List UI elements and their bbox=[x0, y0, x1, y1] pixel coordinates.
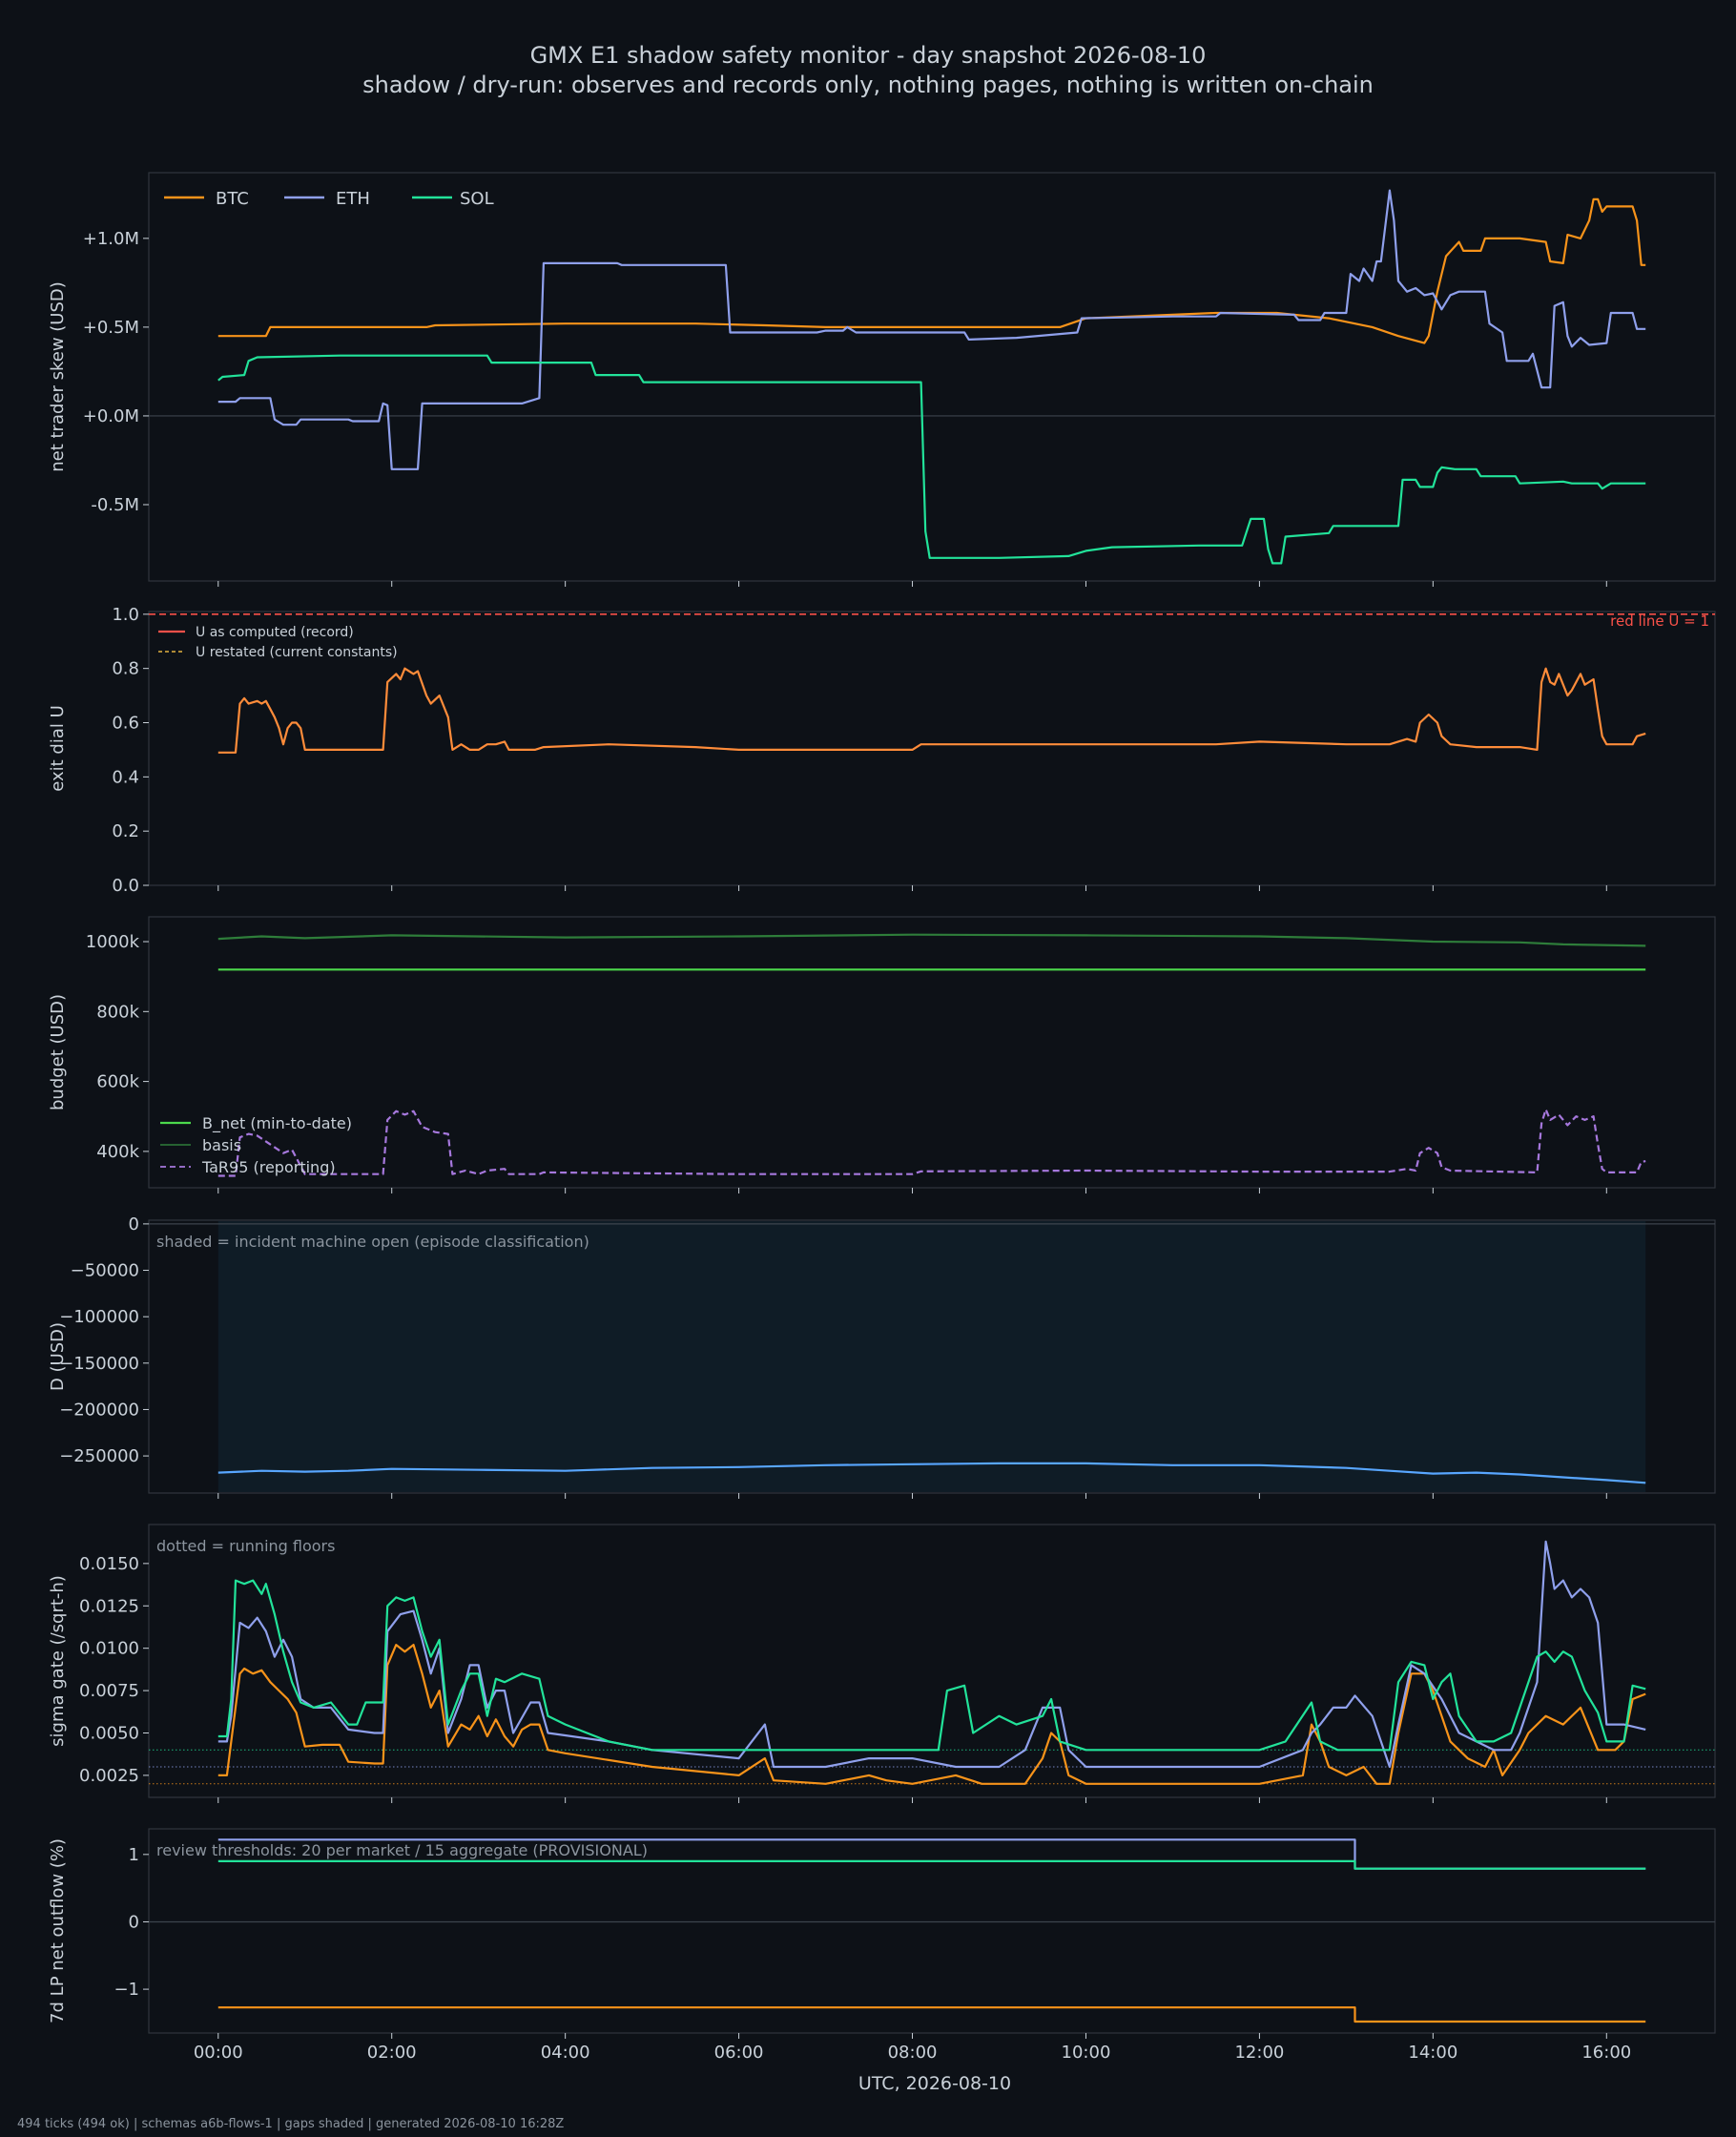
figure-subtitle: shadow / dry-run: observes and records o… bbox=[362, 72, 1374, 98]
y-tick-label: 0.8 bbox=[112, 659, 139, 679]
panel-drawdown: 0 −50000 −100000 −150000 −200000 −250000 D (US… bbox=[48, 1214, 1716, 1499]
y-tick-label: +0.0M bbox=[83, 406, 139, 426]
y-tick-label: 0 bbox=[129, 1912, 139, 1932]
y-axis-label: exit dial U bbox=[48, 705, 68, 792]
legend-label: B_net (min-to-date) bbox=[202, 1114, 352, 1133]
y-tick-label: +1.0M bbox=[83, 229, 139, 249]
legend-label: TaR95 (reporting) bbox=[201, 1158, 336, 1176]
y-tick-label: 0.0025 bbox=[79, 1766, 139, 1786]
y-tick-label: 400k bbox=[96, 1142, 139, 1162]
series-line-eth bbox=[217, 1540, 1646, 1769]
incident-shade bbox=[217, 1221, 1646, 1492]
legend: U as computed (record) U restated (curren… bbox=[158, 625, 398, 660]
y-axis-label: budget (USD) bbox=[48, 994, 68, 1110]
x-tick-label: 14:00 bbox=[1408, 2043, 1457, 2063]
y-tick-label: 0 bbox=[129, 1214, 139, 1234]
x-tick-label: 02:00 bbox=[367, 2043, 417, 2063]
y-tick-label: −100000 bbox=[59, 1307, 139, 1327]
x-tick-label: 00:00 bbox=[194, 2043, 243, 2063]
panel-exit_dial: red line U = 1 0.0 0.2 0.4 0.6 0.8 1.0 exit dia… bbox=[48, 605, 1716, 896]
y-tick-label: 800k bbox=[96, 1002, 139, 1022]
legend-label: BTC bbox=[216, 189, 249, 209]
footer-status: 494 ticks (494 ok) | schemas a6b-flows-1… bbox=[17, 2117, 564, 2131]
y-tick-label: 0.0075 bbox=[79, 1681, 139, 1701]
series-line-sol bbox=[217, 1579, 1646, 1752]
y-tick-label: 0.0100 bbox=[79, 1639, 139, 1659]
y-tick-label: 0.0150 bbox=[79, 1554, 139, 1574]
panel-lp_outflow: −1 0 1 00:00 02:00 04:00 06:00 08:00 10:00 12:00 1… bbox=[48, 1828, 1716, 2063]
series-line-u bbox=[217, 667, 1646, 754]
figure-title: GMX E1 shadow safety monitor - day snaps… bbox=[530, 42, 1207, 69]
y-tick-label: 0.0050 bbox=[79, 1723, 139, 1743]
panel-frame bbox=[148, 1524, 1716, 1798]
series-line-sol bbox=[217, 1859, 1646, 1870]
y-tick-label: −1 bbox=[114, 1980, 139, 2000]
panels: -0.5M +0.0M +0.5M +1.0M net trader skew (USD… bbox=[48, 172, 1716, 2063]
y-tick-label: 1000k bbox=[86, 932, 140, 952]
panel-frame bbox=[148, 1828, 1716, 2034]
legend: BTC ETH SOL bbox=[164, 189, 494, 209]
panel-annotation: review thresholds: 20 per market / 15 ag… bbox=[156, 1841, 648, 1859]
panel-skew: -0.5M +0.0M +0.5M +1.0M net trader skew (USD… bbox=[48, 172, 1716, 587]
panel-annotation: dotted = running floors bbox=[156, 1537, 335, 1555]
legend-label: ETH bbox=[336, 189, 370, 209]
series-line-sol bbox=[217, 354, 1646, 565]
legend-label: basis bbox=[202, 1136, 241, 1154]
y-tick-label: 0.4 bbox=[112, 767, 139, 787]
y-tick-label: −50000 bbox=[71, 1261, 139, 1281]
y-tick-label: −200000 bbox=[59, 1400, 139, 1420]
panel-sigma: 0.0025 0.0050 0.0075 0.0100 0.0125 0.0150 sigm… bbox=[48, 1524, 1716, 1803]
legend-label: U restated (current constants) bbox=[196, 645, 398, 660]
series-line-btc bbox=[217, 197, 1646, 344]
y-axis-label: 7d LP net outflow (%) bbox=[48, 1838, 68, 2023]
panel-budget: 400k 600k 800k 1000k budget (USD) B_net (min-… bbox=[48, 916, 1716, 1193]
legend: B_net (min-to-date) basis TaR95 (reporting… bbox=[160, 1114, 352, 1176]
y-tick-label: 1 bbox=[129, 1845, 139, 1865]
y-axis-label: D (USD) bbox=[48, 1322, 68, 1391]
x-tick-label: 16:00 bbox=[1581, 2043, 1631, 2063]
threshold-label: red line U = 1 bbox=[1610, 612, 1709, 630]
y-tick-label: 0.0125 bbox=[79, 1596, 139, 1616]
y-tick-label: −150000 bbox=[59, 1354, 139, 1374]
x-tick-label: 10:00 bbox=[1062, 2043, 1111, 2063]
series-line-tar95 bbox=[217, 1108, 1646, 1177]
legend-label: SOL bbox=[460, 189, 494, 209]
y-tick-label: +0.5M bbox=[83, 318, 139, 338]
x-tick-label: 04:00 bbox=[541, 2043, 590, 2063]
series-line-d bbox=[217, 1462, 1646, 1484]
series-line-btc bbox=[217, 1644, 1646, 1785]
y-tick-label: 0.2 bbox=[112, 821, 139, 841]
y-axis-label: net trader skew (USD) bbox=[48, 281, 68, 472]
y-axis-label: sigma gate (/sqrt-h) bbox=[48, 1575, 68, 1747]
series-line-eth bbox=[217, 189, 1646, 470]
y-tick-label: -0.5M bbox=[91, 495, 139, 515]
panel-frame bbox=[148, 172, 1716, 582]
panel-frame bbox=[148, 916, 1716, 1189]
y-tick-label: 1.0 bbox=[112, 605, 139, 625]
x-axis-label: UTC, 2026-08-10 bbox=[858, 2073, 1011, 2094]
y-tick-label: 0.0 bbox=[112, 876, 139, 896]
legend-label: U as computed (record) bbox=[196, 625, 354, 640]
y-tick-label: 600k bbox=[96, 1072, 139, 1092]
y-tick-label: 0.6 bbox=[112, 714, 139, 734]
panel-annotation: shaded = incident machine open (episode … bbox=[156, 1233, 589, 1251]
series-line-basis bbox=[217, 933, 1646, 947]
x-tick-label: 06:00 bbox=[714, 2043, 764, 2063]
x-tick-label: 12:00 bbox=[1234, 2043, 1284, 2063]
panel-frame bbox=[148, 611, 1716, 886]
x-tick-label: 08:00 bbox=[888, 2043, 938, 2063]
y-tick-label: −250000 bbox=[59, 1446, 139, 1466]
series-line-btc bbox=[217, 2006, 1646, 2023]
